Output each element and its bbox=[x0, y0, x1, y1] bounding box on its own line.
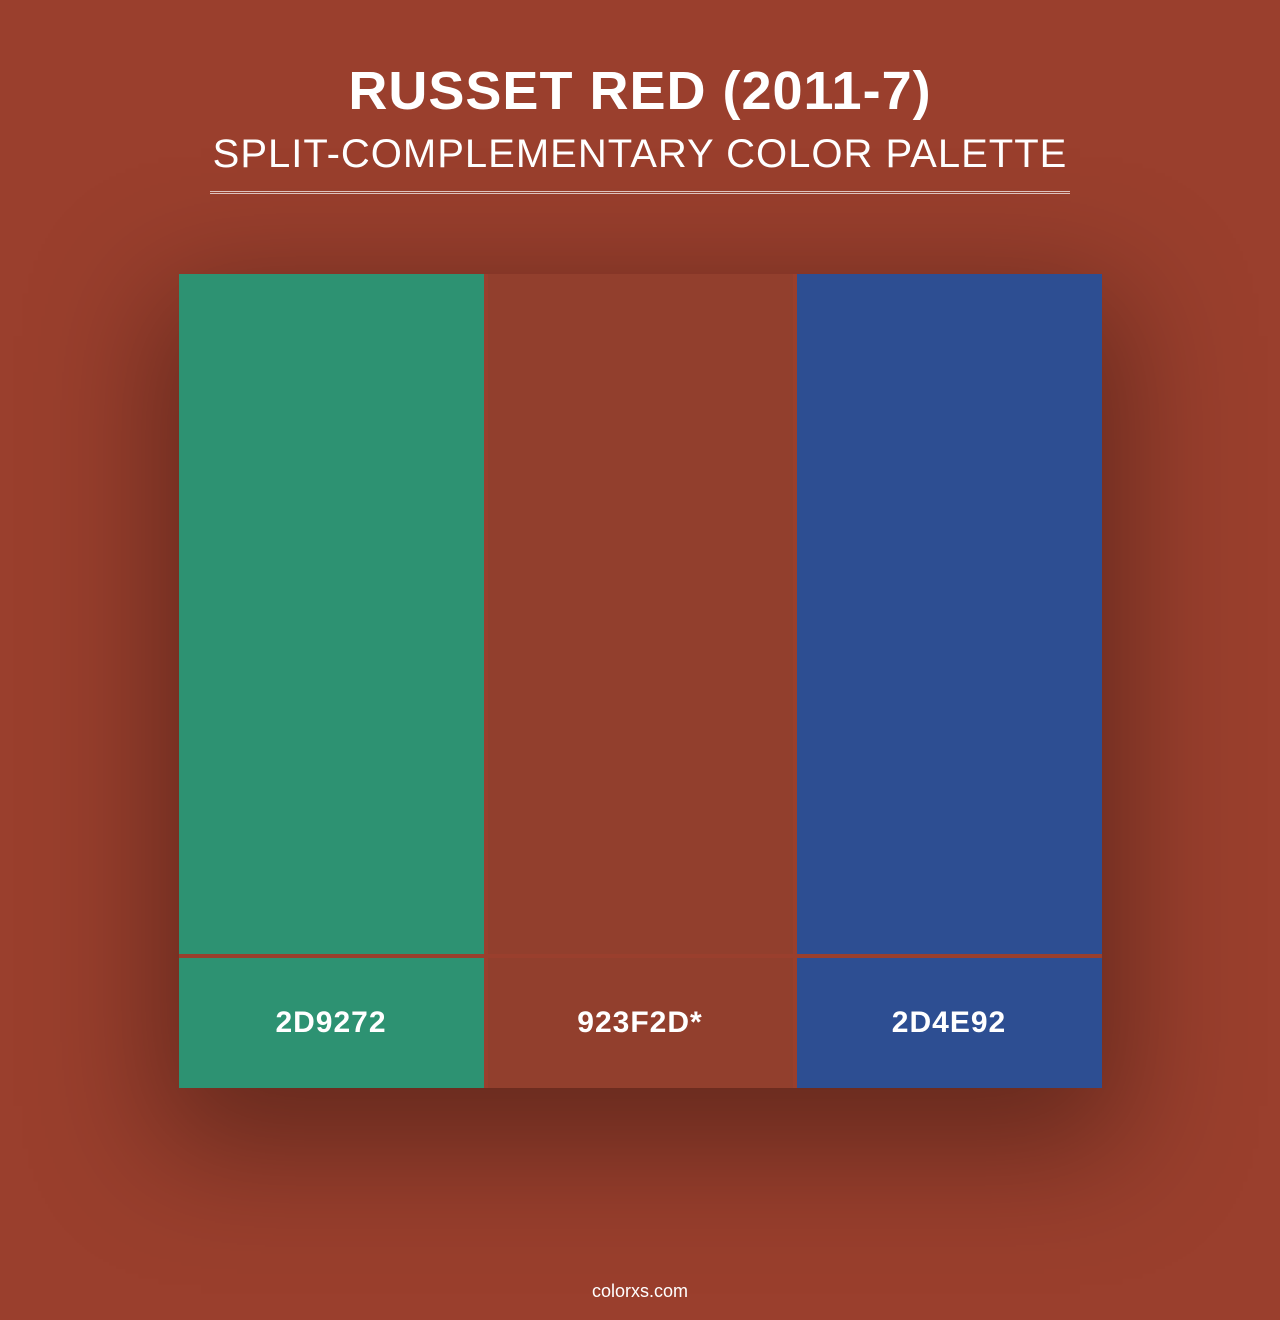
swatch: 2D9272 bbox=[179, 274, 484, 1088]
swatch-label-text: 2D4E92 bbox=[892, 1006, 1006, 1040]
swatch-block bbox=[488, 274, 793, 954]
swatch-block bbox=[179, 274, 484, 954]
page-title: RUSSET RED (2011-7) bbox=[348, 60, 931, 122]
swatch-block bbox=[797, 274, 1102, 954]
swatch-label: 2D9272 bbox=[179, 958, 484, 1088]
page-subtitle: SPLIT-COMPLEMENTARY COLOR PALETTE bbox=[213, 132, 1068, 177]
header-divider bbox=[210, 191, 1070, 194]
header: RUSSET RED (2011-7) SPLIT-COMPLEMENTARY … bbox=[0, 0, 1280, 274]
swatch-label: 2D4E92 bbox=[797, 958, 1102, 1088]
swatch: 2D4E92 bbox=[797, 274, 1102, 1088]
swatch-label: 923F2D* bbox=[488, 958, 793, 1088]
swatch: 923F2D* bbox=[488, 274, 793, 1088]
palette-container: 2D9272 923F2D* 2D4E92 bbox=[179, 274, 1102, 1088]
footer-attribution: colorxs.com bbox=[0, 1281, 1280, 1302]
swatch-label-text: 2D9272 bbox=[275, 1006, 386, 1040]
swatch-label-text: 923F2D* bbox=[577, 1006, 702, 1040]
